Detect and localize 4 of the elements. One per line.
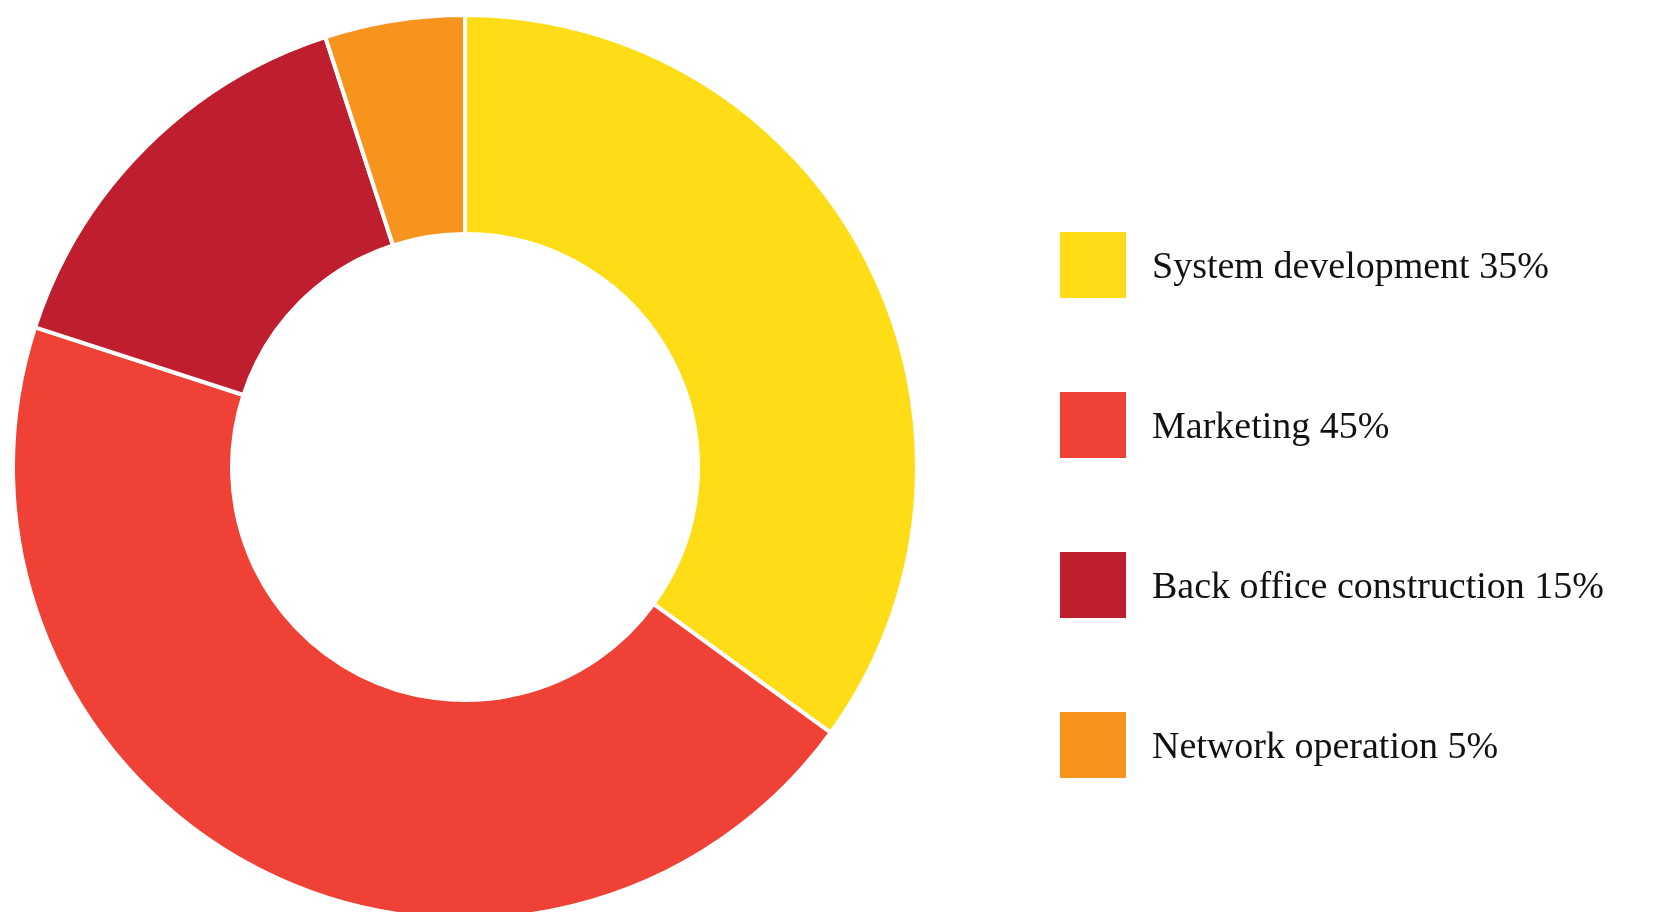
legend-label: Marketing 45% — [1152, 403, 1390, 447]
legend-label: System development 35% — [1152, 243, 1549, 287]
legend-label: Network operation 5% — [1152, 723, 1499, 767]
legend-label: Back office construction 15% — [1152, 563, 1604, 607]
